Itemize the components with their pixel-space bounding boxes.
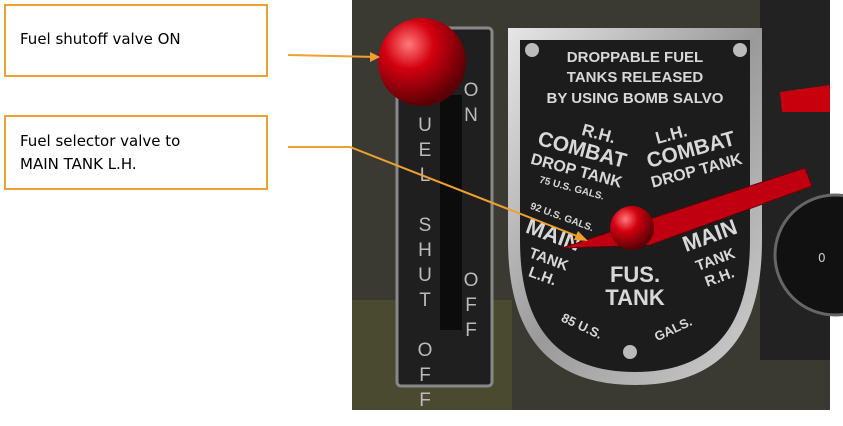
callout-text: Fuel selector valve to <box>20 132 180 150</box>
callout-arrow <box>370 52 380 62</box>
screw <box>733 43 747 57</box>
off-label: OFF <box>461 270 482 345</box>
screw <box>623 345 637 359</box>
red-handle <box>780 85 830 112</box>
selector-hub <box>610 206 654 250</box>
screw <box>525 43 539 57</box>
callout-text: Fuel shutoff valve ON <box>20 30 181 48</box>
placard-text: TANKS RELEASED <box>567 69 704 86</box>
callout: Fuel shutoff valve ON <box>4 4 380 77</box>
callout-line <box>288 146 583 239</box>
callout-text: MAIN TANK L.H. <box>20 155 137 173</box>
on-label: ON <box>461 80 482 130</box>
placard-text: TANK <box>605 285 665 310</box>
gauge <box>773 193 843 317</box>
placard-text: FUS. <box>610 262 660 287</box>
shutoff-slot <box>440 95 462 330</box>
callout: Fuel selector valve to MAIN TANK L.H. <box>4 115 588 241</box>
shutoff-label: FUEL SHUT OFF <box>415 90 436 415</box>
callout-box <box>4 115 268 190</box>
callout-arrow <box>574 231 588 241</box>
callout-line <box>287 54 379 58</box>
cockpit-photo: 0 FUEL SHUT OFF ON OFF DROPPABLE FUEL TA… <box>352 0 843 415</box>
placard-face <box>520 40 750 372</box>
placard-text: BY USING BOMB SALVO <box>547 90 724 107</box>
shutoff-knob <box>378 18 466 106</box>
placard-text: DROPPABLE FUEL <box>567 49 703 66</box>
callout-box <box>4 4 268 77</box>
gauge-label: 0 <box>818 251 826 265</box>
